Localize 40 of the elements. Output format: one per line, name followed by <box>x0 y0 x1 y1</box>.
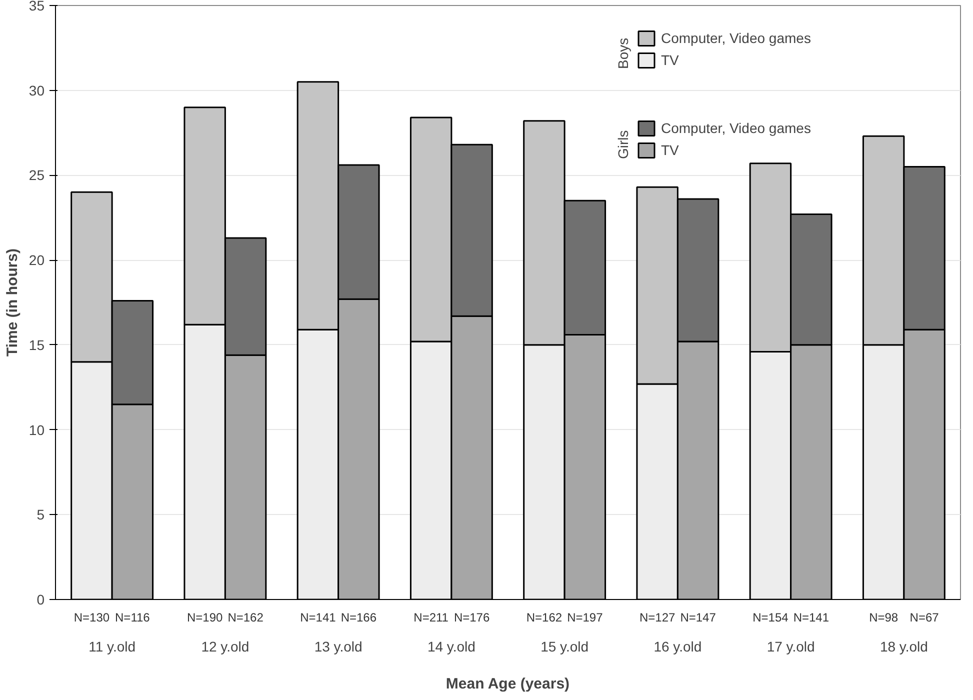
text: 13 y.old <box>314 638 362 654</box>
x-tick-label: N=147 <box>680 610 716 624</box>
y-tick-label: 20 <box>28 252 45 268</box>
y-tick-label: 10 <box>28 422 45 438</box>
text: 17 y.old <box>766 638 815 654</box>
text: 15 y.old <box>540 638 589 654</box>
x-tick-label: N=98 <box>869 610 898 624</box>
x-tick-label: N=141 <box>793 610 830 624</box>
x-tick-label: N=162 <box>228 610 264 624</box>
text: 11 y.old <box>88 638 136 654</box>
x-tick-label: N=154 <box>752 610 789 624</box>
annotation: Girls <box>615 129 631 159</box>
x-tick-label: N=166 <box>340 610 377 624</box>
x-tick-label: N=127 <box>639 610 676 624</box>
legend-label: Computer, Video games <box>661 30 811 46</box>
x-axis-title: Mean Age (years) <box>446 676 570 692</box>
x-tick-label: N=130 <box>74 610 110 624</box>
legend-label: TV <box>661 142 680 158</box>
x-tick-label: N=190 <box>186 610 223 624</box>
y-tick-label: 25 <box>28 167 45 184</box>
text: 12 y.old <box>201 638 250 654</box>
x-tick-label: N=141 <box>300 610 336 624</box>
text: 18 y.old <box>880 638 928 654</box>
y-tick-label: 35 <box>28 0 45 14</box>
annotation: Boys <box>615 36 631 69</box>
y-tick-label: 30 <box>28 82 45 98</box>
y-tick-label: 5 <box>36 506 45 523</box>
x-tick-label: N=197 <box>567 610 604 624</box>
y-axis-title: Time (in hours) <box>4 248 21 357</box>
x-tick-label: N=211 <box>414 610 449 624</box>
x-tick-label: N=162 <box>526 610 562 624</box>
x-tick-label: N=67 <box>910 610 940 624</box>
legend-label: TV <box>661 52 680 68</box>
legend-label: Computer, Video games <box>661 120 811 136</box>
text: 14 y.old <box>427 638 476 654</box>
x-tick-label: N=176 <box>454 610 490 624</box>
y-tick-label: 0 <box>36 592 45 608</box>
x-tick-label: N=116 <box>115 610 150 624</box>
y-tick-label: 15 <box>28 336 45 353</box>
text: 16 y.old <box>654 638 702 654</box>
